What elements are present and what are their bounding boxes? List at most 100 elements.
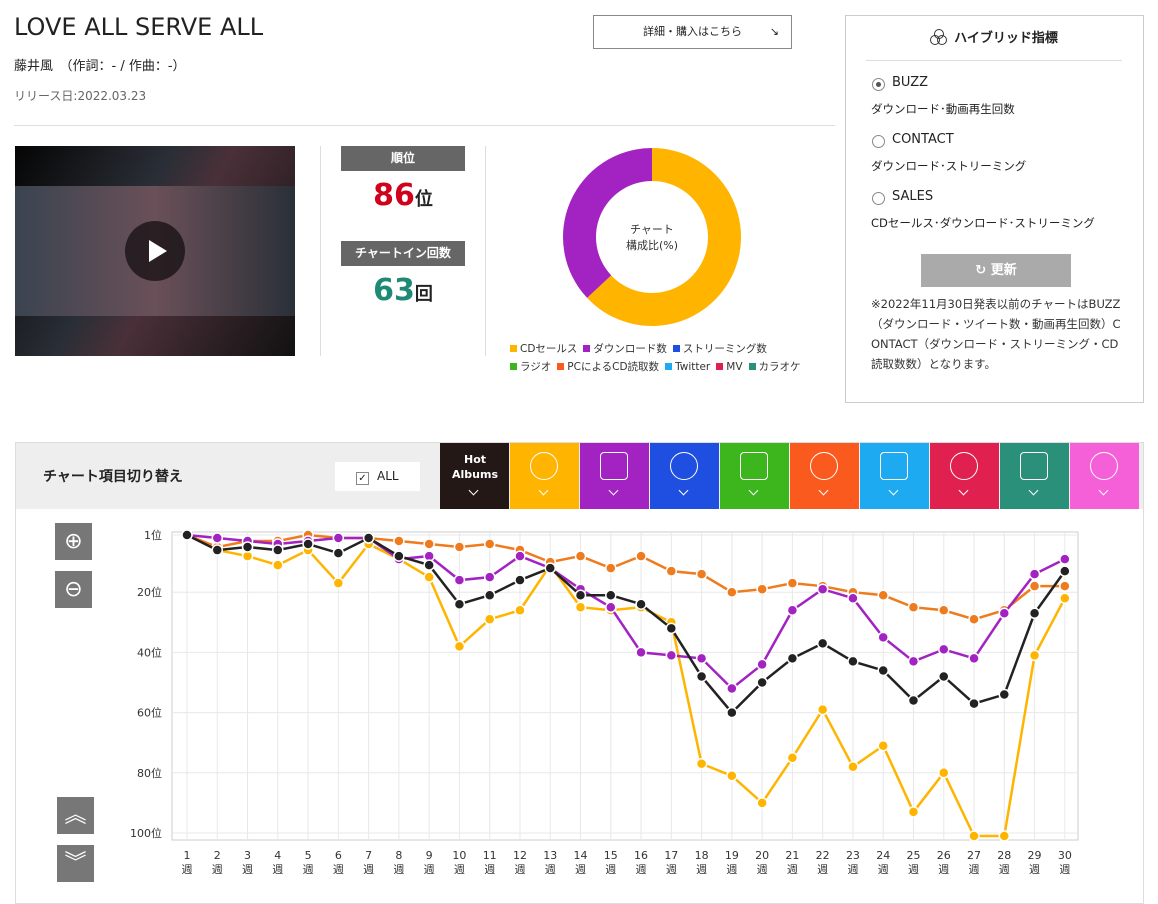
- option-desc: ダウンロード･動画再生回数: [871, 102, 1015, 116]
- song-title: LOVE ALL SERVE ALL: [14, 13, 264, 41]
- tab[interactable]: [1000, 443, 1069, 509]
- legend-label: ダウンロード数: [593, 343, 667, 355]
- data-point: [816, 637, 829, 650]
- x-tick-label: 12週: [512, 849, 527, 876]
- data-point: [877, 664, 889, 677]
- data-point: [695, 758, 708, 770]
- update-button[interactable]: ↻ 更新: [921, 254, 1071, 287]
- legend-item: Twitter: [665, 361, 710, 373]
- legend-swatch: [748, 363, 756, 370]
- legend-item: MV: [716, 361, 743, 373]
- x-tick-label: 23週: [845, 849, 860, 876]
- tab-icon: [810, 452, 838, 480]
- x-tick-label: 19週: [724, 849, 739, 876]
- option-desc: CDセールス･ダウンロード･ストリーミング: [871, 216, 1095, 230]
- zoom-in[interactable]: ⊕: [55, 523, 92, 560]
- tab[interactable]: [510, 443, 579, 509]
- data-point: [272, 559, 284, 571]
- data-point: [453, 640, 466, 653]
- data-point: [877, 739, 889, 752]
- option-desc: ダウンロード･ストリーミング: [871, 159, 1027, 173]
- x-tick-label: 21週: [785, 849, 800, 876]
- tab[interactable]: [650, 443, 719, 509]
- tab-label: Hot Albums: [452, 453, 498, 481]
- data-point: [877, 589, 889, 601]
- data-point: [695, 652, 708, 665]
- legend-swatch: [665, 363, 673, 370]
- data-point: [695, 670, 708, 683]
- data-point: [332, 532, 345, 544]
- tab[interactable]: [790, 443, 859, 509]
- data-point: [332, 577, 345, 589]
- x-tick-label: 14週: [573, 849, 588, 876]
- data-point: [665, 622, 678, 635]
- chart-in-value: 63: [373, 273, 415, 308]
- y-tick-label: 60位: [137, 706, 162, 720]
- legend-label: ラジオ: [520, 361, 552, 373]
- data-point: [1059, 592, 1071, 604]
- radio[interactable]: [872, 135, 885, 148]
- legend-swatch: [510, 363, 517, 370]
- x-tick-label: 25週: [906, 849, 921, 876]
- divider: [320, 146, 321, 356]
- center-line: 構成比(%): [625, 239, 679, 252]
- legend-swatch: [510, 345, 517, 352]
- switcher-title: チャート項目切り替え: [43, 469, 183, 485]
- data-point: [998, 688, 1011, 701]
- series-line: [186, 533, 1066, 838]
- data-point: [574, 550, 587, 562]
- legend-swatch: [583, 345, 591, 352]
- data-point: [635, 598, 647, 610]
- data-point: [756, 583, 768, 595]
- tab[interactable]: [860, 443, 929, 509]
- scroll-up[interactable]: ︽: [57, 797, 94, 834]
- data-point: [907, 601, 920, 613]
- play-button[interactable]: [125, 221, 185, 281]
- x-tick-label: 1週: [181, 849, 193, 876]
- data-point: [635, 646, 647, 659]
- x-tick-label: 30週: [1057, 849, 1072, 876]
- data-point: [181, 529, 193, 541]
- detail-button[interactable]: 詳細・購入はこちら ↘: [593, 15, 792, 49]
- legend-item: ストリーミング数: [672, 343, 767, 355]
- legend-label: CDセールス: [520, 343, 578, 355]
- data-point: [968, 830, 980, 842]
- hybrid-title: ハイブリッド指標: [954, 31, 1058, 46]
- data-point: [968, 697, 980, 710]
- data-point: [726, 770, 738, 782]
- x-tick-label: 28週: [997, 849, 1012, 876]
- data-point: [241, 541, 254, 553]
- scroll-down[interactable]: ︾: [57, 845, 94, 882]
- all-checkbox[interactable]: ✓ ALL: [335, 462, 420, 491]
- tab-icon: [1020, 452, 1048, 480]
- video-thumbnail[interactable]: [15, 146, 295, 356]
- legend-row: ラジオ PCによるCD読取数 Twitter MV カラオケ: [510, 358, 830, 376]
- radio[interactable]: [872, 78, 885, 91]
- x-tick-label: 9週: [423, 849, 435, 876]
- rank-value: 86: [373, 178, 415, 213]
- data-point: [1059, 580, 1071, 592]
- data-point: [726, 586, 738, 598]
- legend-swatch: [672, 345, 680, 352]
- tab[interactable]: [580, 443, 649, 509]
- data-point: [968, 652, 980, 665]
- legend-label: PCによるCD読取数: [567, 361, 660, 373]
- data-point: [847, 761, 859, 773]
- zoom-out[interactable]: ⊖: [55, 571, 92, 608]
- refresh-icon: ↻: [975, 263, 991, 278]
- data-point: [1059, 565, 1071, 577]
- tab[interactable]: [1070, 443, 1139, 509]
- radio-dot: [876, 82, 881, 87]
- tab[interactable]: [930, 443, 999, 509]
- x-tick-label: 26週: [936, 849, 951, 876]
- data-point: [756, 797, 768, 809]
- legend-item: CDセールス: [510, 343, 577, 355]
- tab[interactable]: Hot Albums: [440, 443, 509, 509]
- tab[interactable]: [720, 443, 789, 509]
- data-point: [998, 607, 1011, 620]
- radio[interactable]: [872, 192, 885, 205]
- data-point: [786, 751, 799, 764]
- data-point: [786, 577, 799, 589]
- x-tick-label: 27週: [967, 849, 982, 876]
